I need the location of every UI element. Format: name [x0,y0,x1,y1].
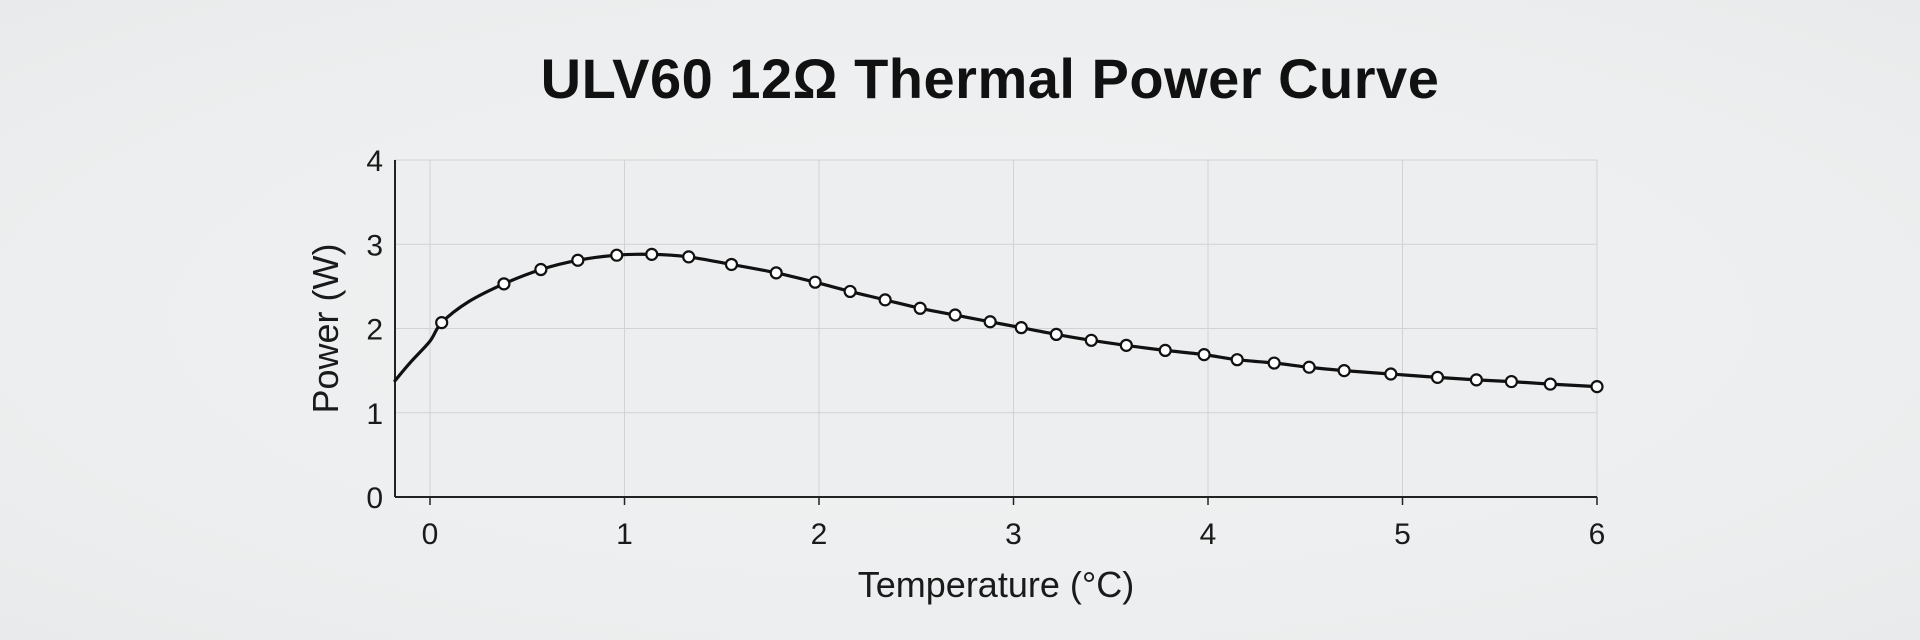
x-tick-label: 4 [1200,518,1217,551]
data-point-marker [1119,338,1133,352]
y-axis-label: Power (W) [305,244,346,414]
x-tick-label: 6 [1589,518,1606,551]
data-point-marker [724,257,739,272]
x-tick-label: 3 [1005,518,1022,551]
x-tick-label: 2 [811,518,828,551]
grid-lines [395,159,1598,498]
data-point-marker [1430,370,1445,384]
data-point-marker [571,253,585,267]
data-point-marker [1267,356,1281,370]
x-tick-label: 5 [1394,518,1411,551]
data-point-marker [1337,364,1351,378]
axes [394,160,1598,505]
data-point-marker [1158,343,1172,358]
data-point-marker [769,266,783,280]
y-tick-label: 4 [366,145,383,178]
data-point-marker [1469,373,1484,387]
data-point-marker [878,293,892,307]
data-point-marker [1504,374,1519,389]
data-point-marker [1302,360,1316,374]
x-tick-label: 1 [616,518,633,551]
data-point-marker [1230,353,1244,367]
tick-labels: 0 1 2 3 4 5 6 0 1 2 3 4 [366,145,1605,551]
data-point-marker [497,277,511,291]
data-point-marker [1014,321,1028,335]
y-tick-label: 1 [366,398,383,431]
data-point-marker [1384,367,1398,381]
data-point-marker [1197,348,1211,362]
data-point-markers [435,247,1604,394]
data-point-marker [843,284,857,299]
x-tick-label: 0 [422,518,439,551]
y-tick-label: 0 [366,482,383,515]
y-tick-label: 2 [366,314,383,347]
chart-title: ULV60 12Ω Thermal Power Curve [540,47,1440,110]
data-point-marker [1084,333,1098,347]
data-point-marker [645,247,659,261]
data-point-marker [948,308,962,322]
x-axis-label: Temperature (°C) [858,564,1134,605]
data-point-marker [913,301,927,315]
data-point-marker [682,250,696,264]
data-point-marker [983,315,997,329]
data-point-marker [610,248,624,262]
data-point-marker [1590,380,1604,394]
data-point-marker [1049,327,1063,341]
data-point-marker [534,262,548,277]
data-point-marker [435,316,449,330]
data-point-marker [1543,377,1557,391]
y-tick-label: 3 [366,229,383,262]
data-point-marker [808,275,822,289]
